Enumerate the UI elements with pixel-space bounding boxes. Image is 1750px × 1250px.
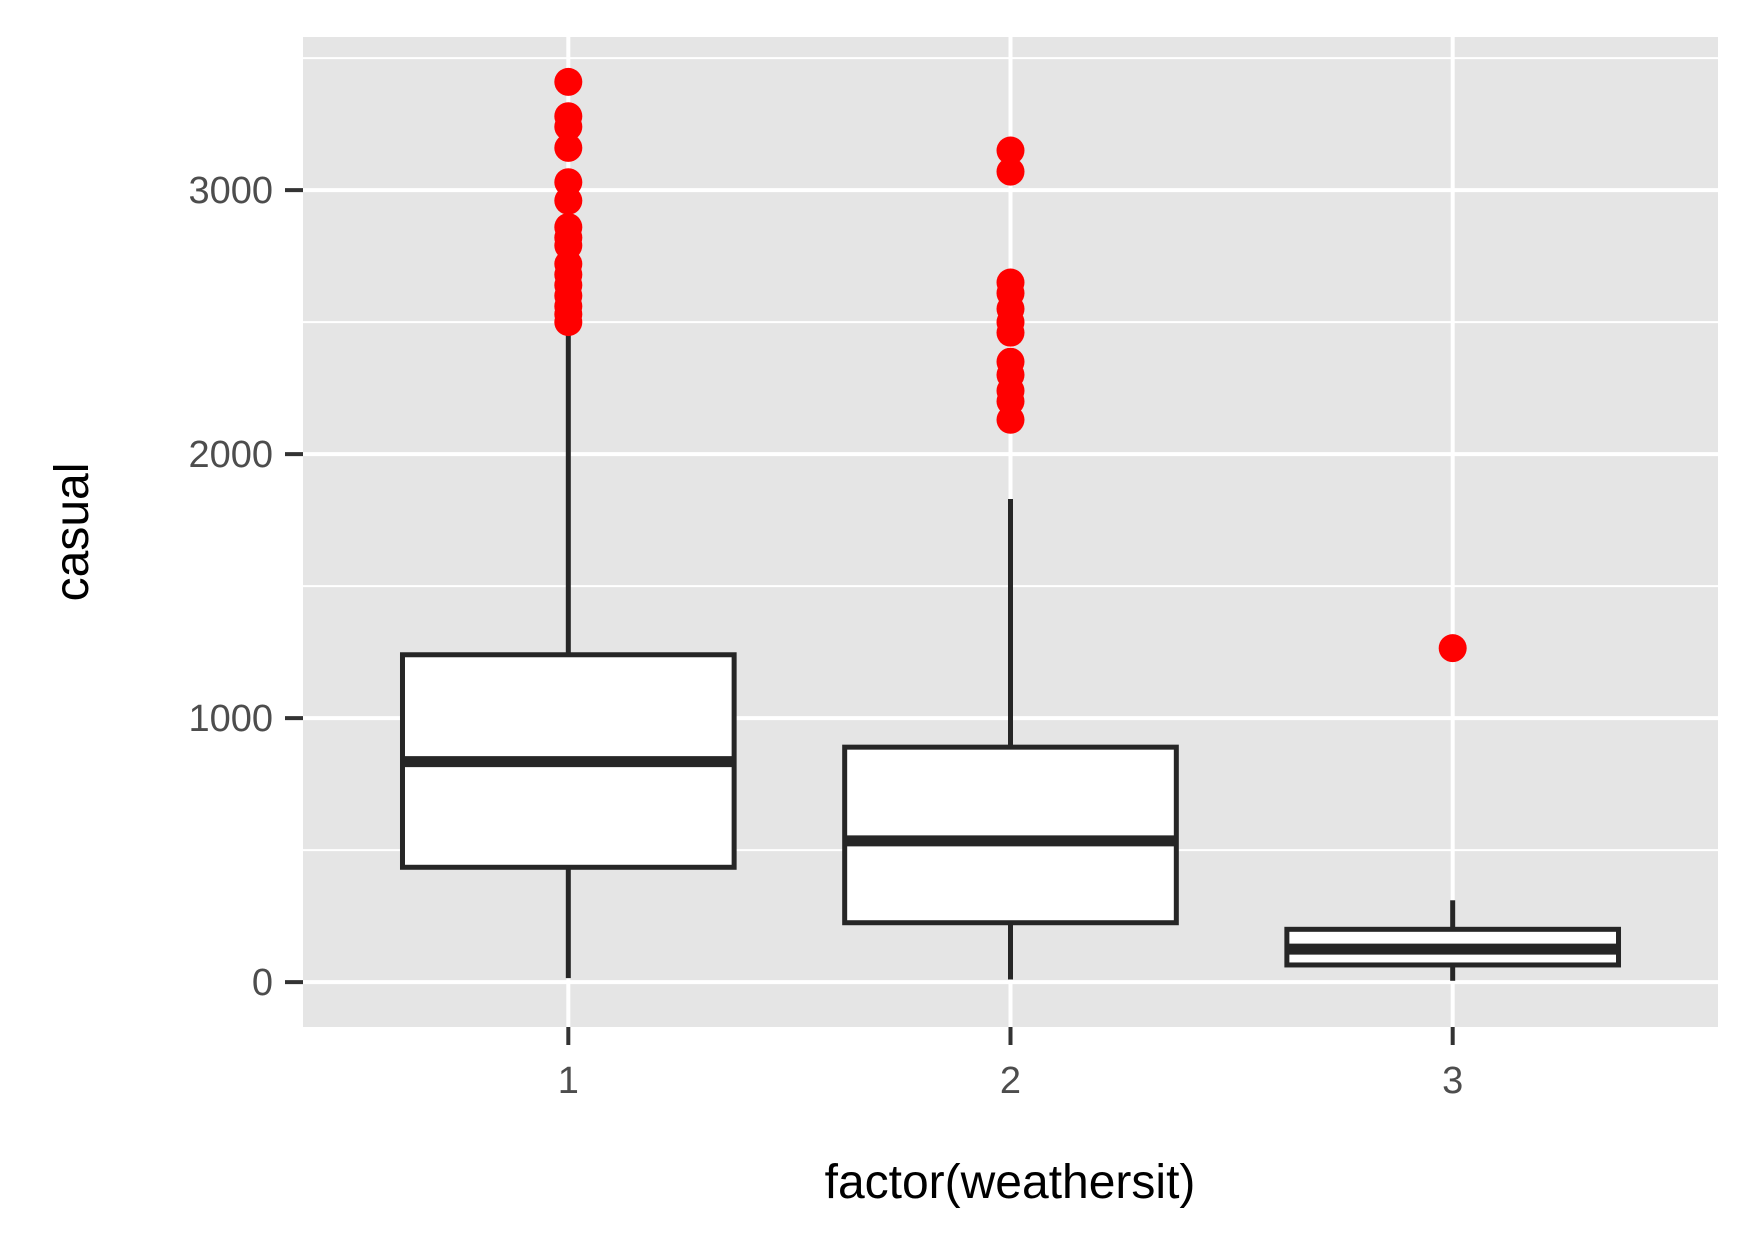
outlier-point (554, 213, 583, 242)
outliers (554, 67, 1467, 663)
x-axis-title: factor(weathersit) (825, 1156, 1196, 1209)
y-tick-label: 2000 (188, 434, 273, 476)
outlier-point (554, 168, 583, 197)
box-category-1 (399, 335, 737, 979)
x-tick-label: 2 (1000, 1060, 1021, 1102)
axes: 0 1000 2000 3000 1 2 3 (188, 170, 1463, 1102)
outlier-point (554, 133, 583, 162)
y-axis-title: casual (46, 463, 99, 602)
y-tick-label: 0 (252, 962, 273, 1004)
x-tick-label: 1 (558, 1060, 579, 1102)
box-category-2 (842, 499, 1179, 980)
outlier-point (996, 268, 1025, 297)
box-category-3 (1284, 900, 1622, 981)
outlier-point (554, 102, 583, 131)
outlier-point (554, 67, 583, 96)
boxes (399, 335, 1622, 981)
y-tick-label: 3000 (188, 170, 273, 212)
box-iqr (842, 744, 1179, 926)
outlier-point (996, 347, 1025, 376)
outlier-point (996, 136, 1025, 165)
outlier-point (996, 157, 1025, 186)
y-tick-label: 1000 (188, 698, 273, 740)
x-tick-label: 3 (1442, 1060, 1463, 1102)
outlier-point (1438, 634, 1467, 663)
